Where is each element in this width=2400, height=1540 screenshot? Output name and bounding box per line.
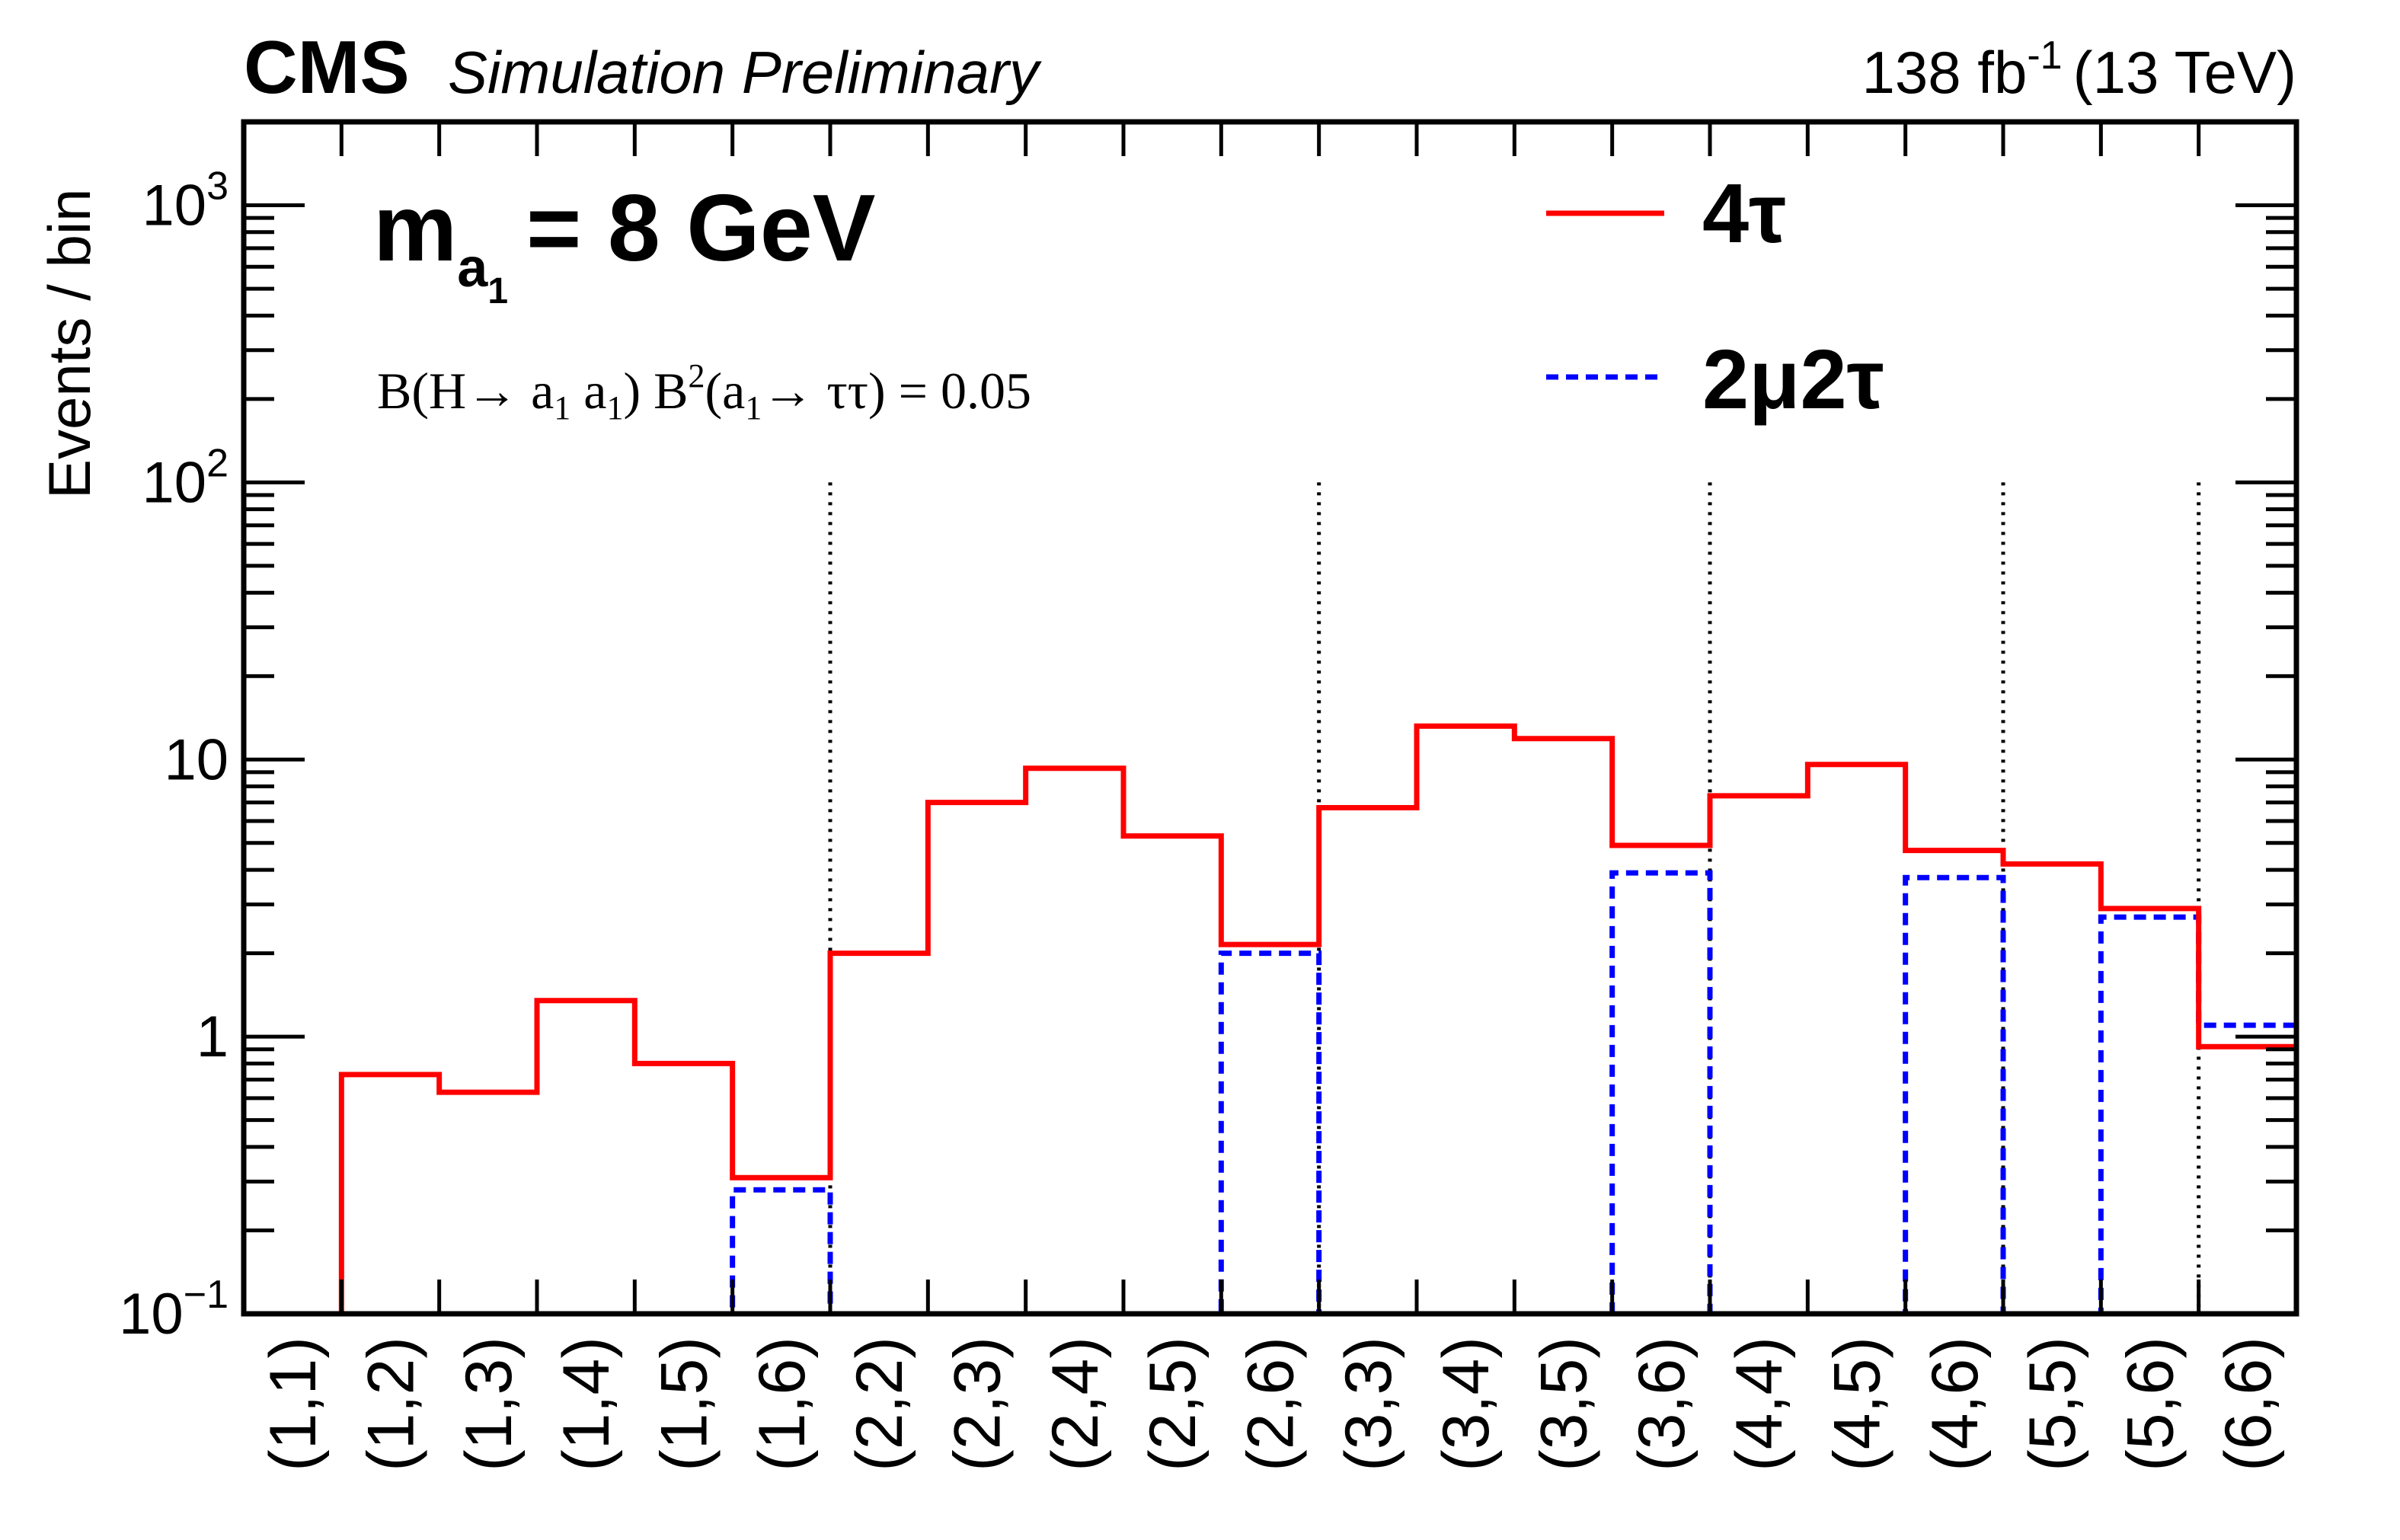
y-axis-ticks: 10−1 1 10 102 103 — [119, 120, 2296, 1347]
y-axis-label: Events / bin — [36, 188, 103, 499]
x-tick-label-6: (1,6) — [746, 1337, 819, 1471]
series-line-2mu2tau — [244, 870, 2296, 1317]
x-tick-label-3: (1,3) — [452, 1337, 526, 1471]
x-tick-label-4: (1,4) — [550, 1337, 623, 1471]
series-4tau — [244, 723, 2296, 1317]
series-line-4tau — [244, 723, 2296, 1317]
legend-label-4tau: 4τ — [1702, 167, 1786, 260]
x-tick-label-8: (2,3) — [941, 1337, 1015, 1471]
mass-label: ma1= 8 GeV — [373, 176, 875, 312]
status-label: Simulation Preliminary — [448, 39, 1042, 106]
y-tick-label-2: 1 — [197, 1005, 228, 1069]
x-tick-label-17: (4,5) — [1821, 1337, 1894, 1471]
plot-frame — [241, 119, 2299, 1317]
group-separators — [828, 482, 2201, 1314]
series-2mu2tau — [244, 870, 2296, 1317]
x-tick-label-13: (3,4) — [1430, 1337, 1503, 1471]
x-tick-label-20: (5,6) — [2114, 1337, 2187, 1471]
x-tick-label-9: (2,4) — [1039, 1337, 1112, 1471]
legend: 4τ 2μ2τ — [1546, 167, 1884, 427]
y-tick-label-3: 10 — [164, 727, 228, 792]
y-tick-label-1: 10−1 — [119, 1273, 228, 1347]
x-tick-label-12: (3,3) — [1332, 1337, 1405, 1471]
y-tick-label-4: 102 — [142, 441, 228, 515]
x-tick-label-2: (1,2) — [355, 1337, 428, 1471]
x-tick-label-21: (6,6) — [2212, 1337, 2285, 1471]
x-tick-label-18: (4,6) — [1919, 1337, 1992, 1471]
y-tick-label-5: 103 — [142, 165, 228, 238]
legend-label-2mu2tau: 2μ2τ — [1702, 333, 1884, 427]
x-axis-ticks: (1,1) (1,2) (1,3) (1,4) (1,5) (1,6) (2,2) (2,3)… — [241, 122, 2299, 1471]
experiment-label: CMS — [244, 25, 410, 109]
x-tick-label-5: (1,5) — [648, 1337, 721, 1471]
x-tick-label-14: (3,5) — [1528, 1337, 1601, 1471]
lumi-label: 138 fb-1 (13 TeV) — [1862, 34, 2296, 106]
branching-ratio-label: B(H→ a1 a1) B2(a1→ ττ) = 0.05 — [377, 357, 1031, 427]
x-tick-label-11: (2,6) — [1235, 1337, 1308, 1471]
x-tick-label-19: (5,5) — [2016, 1337, 2089, 1471]
x-tick-label-1: (1,1) — [257, 1337, 330, 1471]
x-tick-label-7: (2,2) — [843, 1337, 916, 1471]
x-tick-label-15: (3,6) — [1625, 1337, 1699, 1471]
x-tick-label-10: (2,5) — [1136, 1337, 1210, 1471]
x-tick-label-16: (4,4) — [1723, 1337, 1796, 1471]
series-layer — [244, 723, 2296, 1317]
